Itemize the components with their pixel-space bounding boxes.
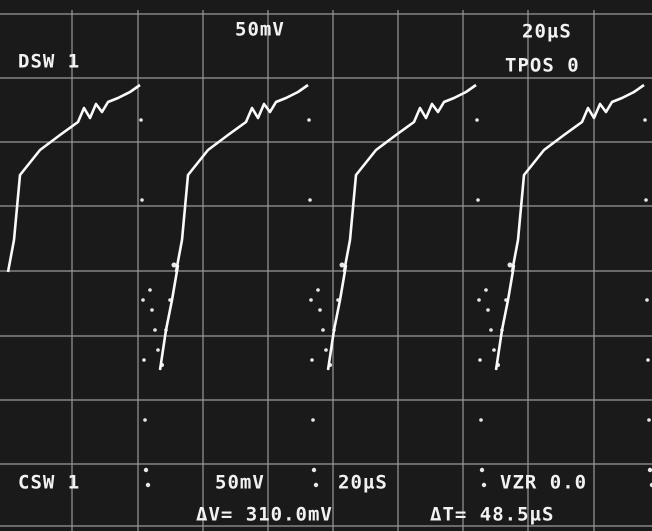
time-per-div: 20µS [522,21,572,43]
zero-reference: VZR 0.0 [500,472,587,494]
screen-background [0,0,652,531]
display-setting: DSW 1 [18,51,80,73]
delta-voltage: ΔV= 310.0mV [196,504,333,526]
delta-time: ΔT= 48.5µS [430,504,554,526]
page: {"top": {"volts_per_div": "50mV", "time_… [0,0,652,531]
volts-per-div: 50mV [215,472,265,494]
cursor-setting: CSW 1 [18,472,80,494]
volts-per-div: 50mV [235,19,285,41]
trigger-position: TPOS 0 [505,55,580,77]
time-per-div: 20µS [338,472,388,494]
oscilloscope-screen: 50mV 20µS DSW 1 TPOS 0 CSW 1 50mV 20µS V… [0,0,652,531]
